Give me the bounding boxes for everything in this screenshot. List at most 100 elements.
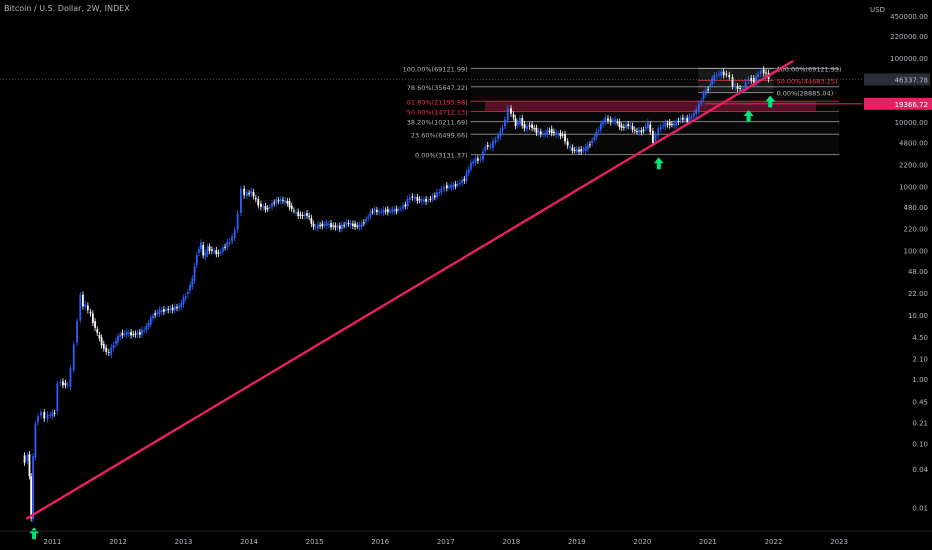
candle [210,249,213,251]
level-price-tag-text: 19366.72 [895,101,928,109]
y-tick-label: 4.50 [912,334,928,342]
support-zone[interactable] [485,101,817,112]
candle [707,89,710,91]
candle [386,209,389,213]
candle [195,255,198,266]
candle [463,179,466,181]
candle [497,135,499,139]
candle [492,141,494,148]
fib-level-label: 100.00%(69121.99) [403,65,468,73]
candle [484,147,487,151]
candle [345,222,348,226]
y-axis[interactable]: USD 450000.00 220000.00 100000.00 46337.78 10… [862,0,932,550]
candle [86,305,89,311]
candle [516,122,519,126]
candle [506,108,509,121]
candle [275,199,278,204]
candle [176,307,178,309]
candle [226,241,229,248]
candle [654,135,657,141]
candle [250,191,253,194]
candle [102,343,105,349]
candle [169,308,172,311]
y-tick-label: 450000.00 [890,13,928,21]
candle [367,216,370,219]
candle [391,209,394,213]
up-arrow-icon [765,95,776,108]
candle [202,244,205,256]
candle [154,313,157,316]
candle [84,304,87,308]
candle [351,223,354,226]
candle [264,206,267,210]
fib-level-label: 61.80%(21195.98) [407,98,468,106]
candle [731,77,734,87]
candle [720,71,723,76]
candle [119,335,122,337]
candle [158,309,161,314]
candle [593,137,596,140]
candle [671,123,673,125]
x-tick-label: 2013 [175,538,193,546]
candle [411,196,414,198]
candle [553,131,555,133]
candle [546,130,549,135]
candle [233,229,236,238]
candle [677,120,680,122]
fib-level-label: 50.00%(14712.13) [407,108,468,116]
candle [757,74,760,77]
candle [167,309,170,311]
x-tick-label: 2023 [830,538,848,546]
candle [288,201,291,208]
candle [191,278,194,287]
candle [378,211,381,213]
candle [178,305,181,309]
candle [561,134,564,136]
candle [762,69,765,74]
candle [268,207,271,209]
candle [371,211,374,213]
candle [376,209,378,213]
candle [290,205,293,209]
candle [23,455,26,463]
candle [402,205,405,209]
candle [741,88,744,91]
candle [474,158,477,164]
candle [531,124,533,129]
candle [607,118,609,121]
candle [89,311,92,314]
candle [243,188,246,196]
fib-right-level-label: 100.00%(69121.99) [777,65,842,73]
candle [69,368,72,387]
candle [349,222,352,226]
x-axis[interactable]: 2011 2012 2013 2014 2015 2016 2017 2018 2019 2020… [0,530,932,546]
candle [523,124,526,129]
candle [535,127,538,133]
candle [472,161,475,164]
candle [627,124,630,127]
candle [295,212,297,214]
candle [537,130,540,133]
candle [30,476,33,519]
candle [136,332,139,335]
candle [105,347,108,352]
candle [544,132,547,135]
candle [612,120,614,122]
candle [438,192,441,194]
candle [504,119,506,126]
candle [582,149,585,151]
candle [736,86,739,89]
candle [602,122,604,125]
y-tick-label: 220.00 [904,226,929,234]
candle [533,128,536,130]
x-tick-label: 2011 [44,538,62,546]
candle [482,151,484,160]
candle [123,333,126,335]
candle [573,149,576,151]
candle [765,72,767,74]
candle [759,70,762,74]
candle [461,179,464,184]
support-trendline[interactable] [25,59,794,520]
candle [59,382,62,384]
